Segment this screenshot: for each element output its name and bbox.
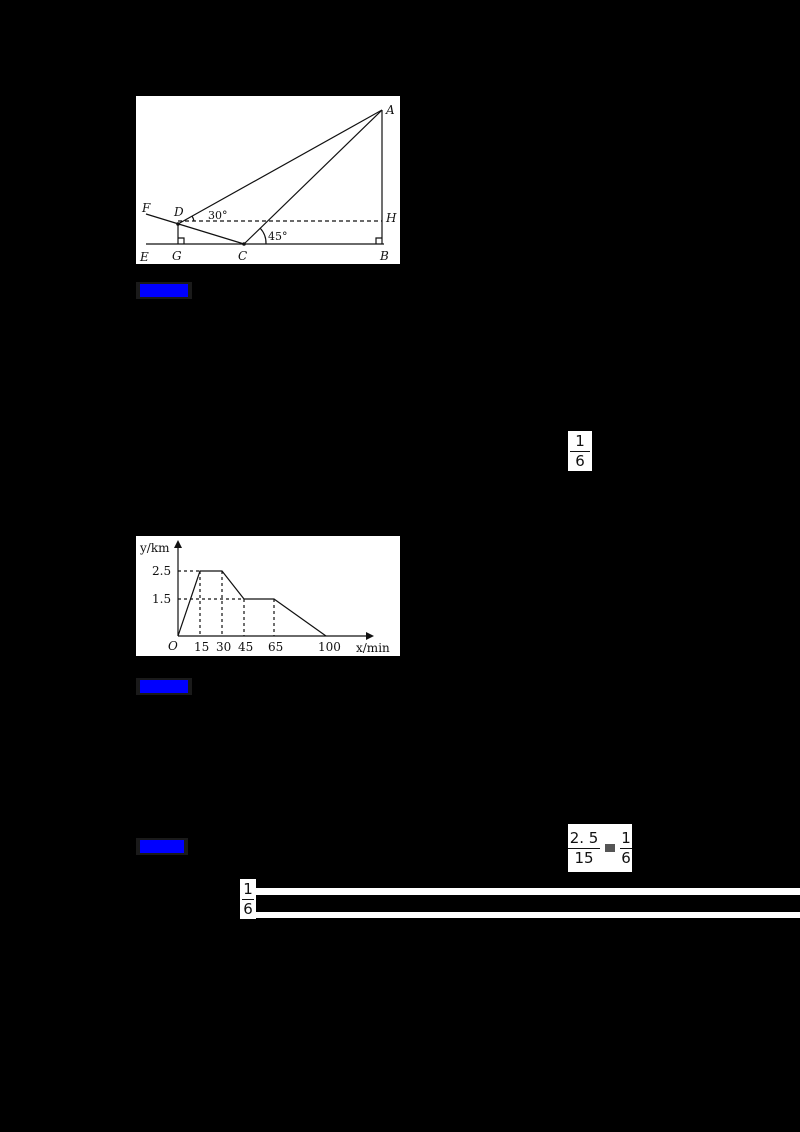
analysis-label-2: 【分析】: [136, 678, 192, 695]
x-axis-label: x/min: [356, 641, 390, 655]
angle-label-45: 45°: [268, 230, 288, 243]
solution-label: 【解答】: [136, 838, 188, 855]
equation-right-denominator: 6: [621, 848, 631, 867]
inline-fraction-3: 1 6: [240, 879, 256, 919]
equation-row: 2. 5 15 1 6: [566, 828, 634, 867]
y-tick-2-5: 2.5: [152, 564, 171, 578]
equation-left-fraction: 2. 5 15: [566, 828, 602, 867]
solution-label-text: 【解答】: [140, 840, 184, 853]
fraction-bar: [242, 898, 254, 900]
y-tick-1-5: 1.5: [152, 592, 171, 606]
fraction-bar: [570, 450, 590, 452]
point-label-c: C: [238, 249, 247, 263]
highlight-stripe-1: [256, 888, 800, 895]
x-tick-30: 30: [216, 640, 231, 654]
point-label-e: E: [139, 250, 149, 264]
fraction-denominator: 6: [575, 451, 585, 470]
chart-svg: y/km 2.5 1.5 O 15 30 45 65 100 x/min: [139, 540, 390, 655]
point-label-b: B: [379, 249, 389, 263]
inline-equation: 2. 5 15 1 6: [568, 824, 632, 872]
highlight-stripe-2: [256, 912, 800, 918]
inline-fraction-1: 1 6: [568, 431, 592, 471]
point-label-h: H: [385, 211, 397, 225]
geometry-diagram-svg: A B C D E F G H 30° 45°: [139, 103, 397, 264]
fraction-denominator: 6: [243, 899, 253, 918]
equation-right-numerator: 1: [621, 828, 631, 847]
equation-left-numerator: 2. 5: [569, 828, 599, 847]
point-label-a: A: [385, 103, 395, 117]
angle-label-30: 30°: [208, 209, 228, 222]
fraction-numerator: 1: [243, 879, 253, 898]
point-label-d: D: [173, 205, 184, 219]
equation-left-denominator: 15: [574, 848, 594, 867]
point-label-f: F: [141, 201, 151, 215]
origin-label: O: [168, 639, 178, 653]
x-tick-100: 100: [318, 640, 341, 654]
point-label-g: G: [172, 249, 182, 263]
equation-left-bar: [568, 847, 600, 849]
analysis-label-1-text: 【分析】: [140, 284, 188, 297]
x-tick-65: 65: [268, 640, 283, 654]
analysis-label-1: 【分析】: [136, 282, 192, 299]
equation-right-fraction: 1 6: [618, 828, 634, 867]
x-tick-45: 45: [238, 640, 253, 654]
equation-right-bar: [620, 847, 632, 849]
equals-sign: [605, 844, 615, 852]
geometry-figure: A B C D E F G H 30° 45°: [136, 96, 400, 264]
x-tick-15: 15: [194, 640, 209, 654]
fraction-numerator: 1: [575, 431, 585, 450]
analysis-label-2-text: 【分析】: [140, 680, 188, 693]
distance-time-chart: y/km 2.5 1.5 O 15 30 45 65 100 x/min: [136, 536, 400, 656]
y-axis-label: y/km: [139, 541, 170, 555]
